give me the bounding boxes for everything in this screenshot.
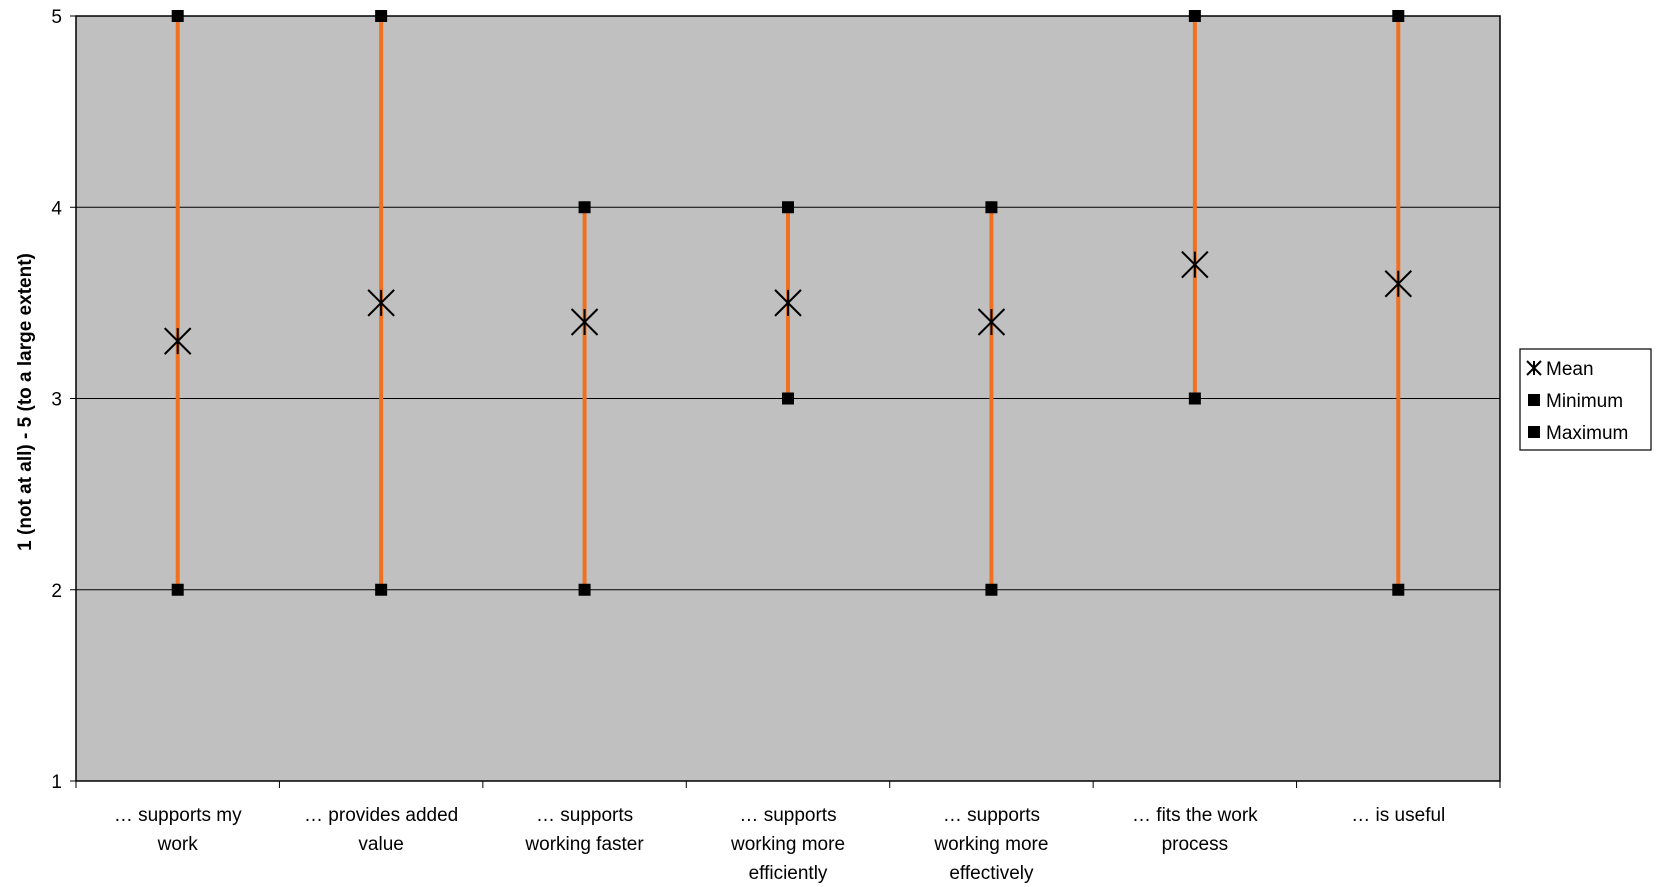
y-tick-label: 4 — [51, 198, 62, 219]
legend-square-marker — [1528, 394, 1540, 406]
y-tick-label: 3 — [51, 390, 62, 411]
mean-point — [774, 289, 802, 317]
x-category-label: … is useful — [1351, 805, 1445, 826]
legend-square-marker — [1528, 426, 1540, 438]
x-category-label: … supports working more efficiently — [730, 805, 845, 884]
mean-point — [1384, 270, 1412, 298]
minimum-point — [171, 583, 184, 596]
y-axis-label: 1 (not at all) - 5 (to a large extent) — [15, 253, 36, 551]
maximum-point — [578, 201, 591, 214]
legend-mean-marker — [1526, 360, 1542, 376]
mean-point — [164, 327, 192, 355]
maximum-point — [1392, 10, 1405, 22]
legend-entry-label: Mean — [1546, 359, 1594, 380]
minimum-point — [578, 583, 591, 596]
legend: Mean Minimum Maximum — [1519, 348, 1652, 451]
legend-box — [1519, 348, 1652, 451]
x-category-label: … fits the work process — [1132, 805, 1258, 855]
x-category-label: … supports my work — [114, 805, 242, 855]
minimum-point — [375, 583, 388, 596]
mean-point — [1181, 250, 1209, 279]
x-category-label: … supports working more effectively — [933, 805, 1048, 884]
maximum-point — [375, 10, 388, 22]
legend-entry-label: Minimum — [1546, 391, 1623, 412]
mean-point — [570, 308, 599, 336]
maximum-point — [171, 10, 184, 22]
y-tick-label: 2 — [51, 581, 62, 602]
y-tick-label: 1 — [51, 772, 62, 793]
y-tick-label: 5 — [51, 7, 62, 28]
x-category-label: … supports working faster — [524, 805, 644, 855]
minimum-point — [1188, 392, 1201, 405]
minimum-point — [1392, 583, 1405, 596]
maximum-point — [1188, 10, 1201, 22]
mean-point — [977, 308, 1006, 336]
minimum-point — [985, 583, 998, 596]
minimum-point — [782, 392, 794, 405]
x-category-label: … provides added value — [304, 805, 458, 855]
maximum-point — [782, 201, 794, 214]
mean-point — [367, 289, 395, 317]
maximum-point — [985, 201, 998, 214]
legend-entry-label: Maximum — [1546, 423, 1628, 444]
